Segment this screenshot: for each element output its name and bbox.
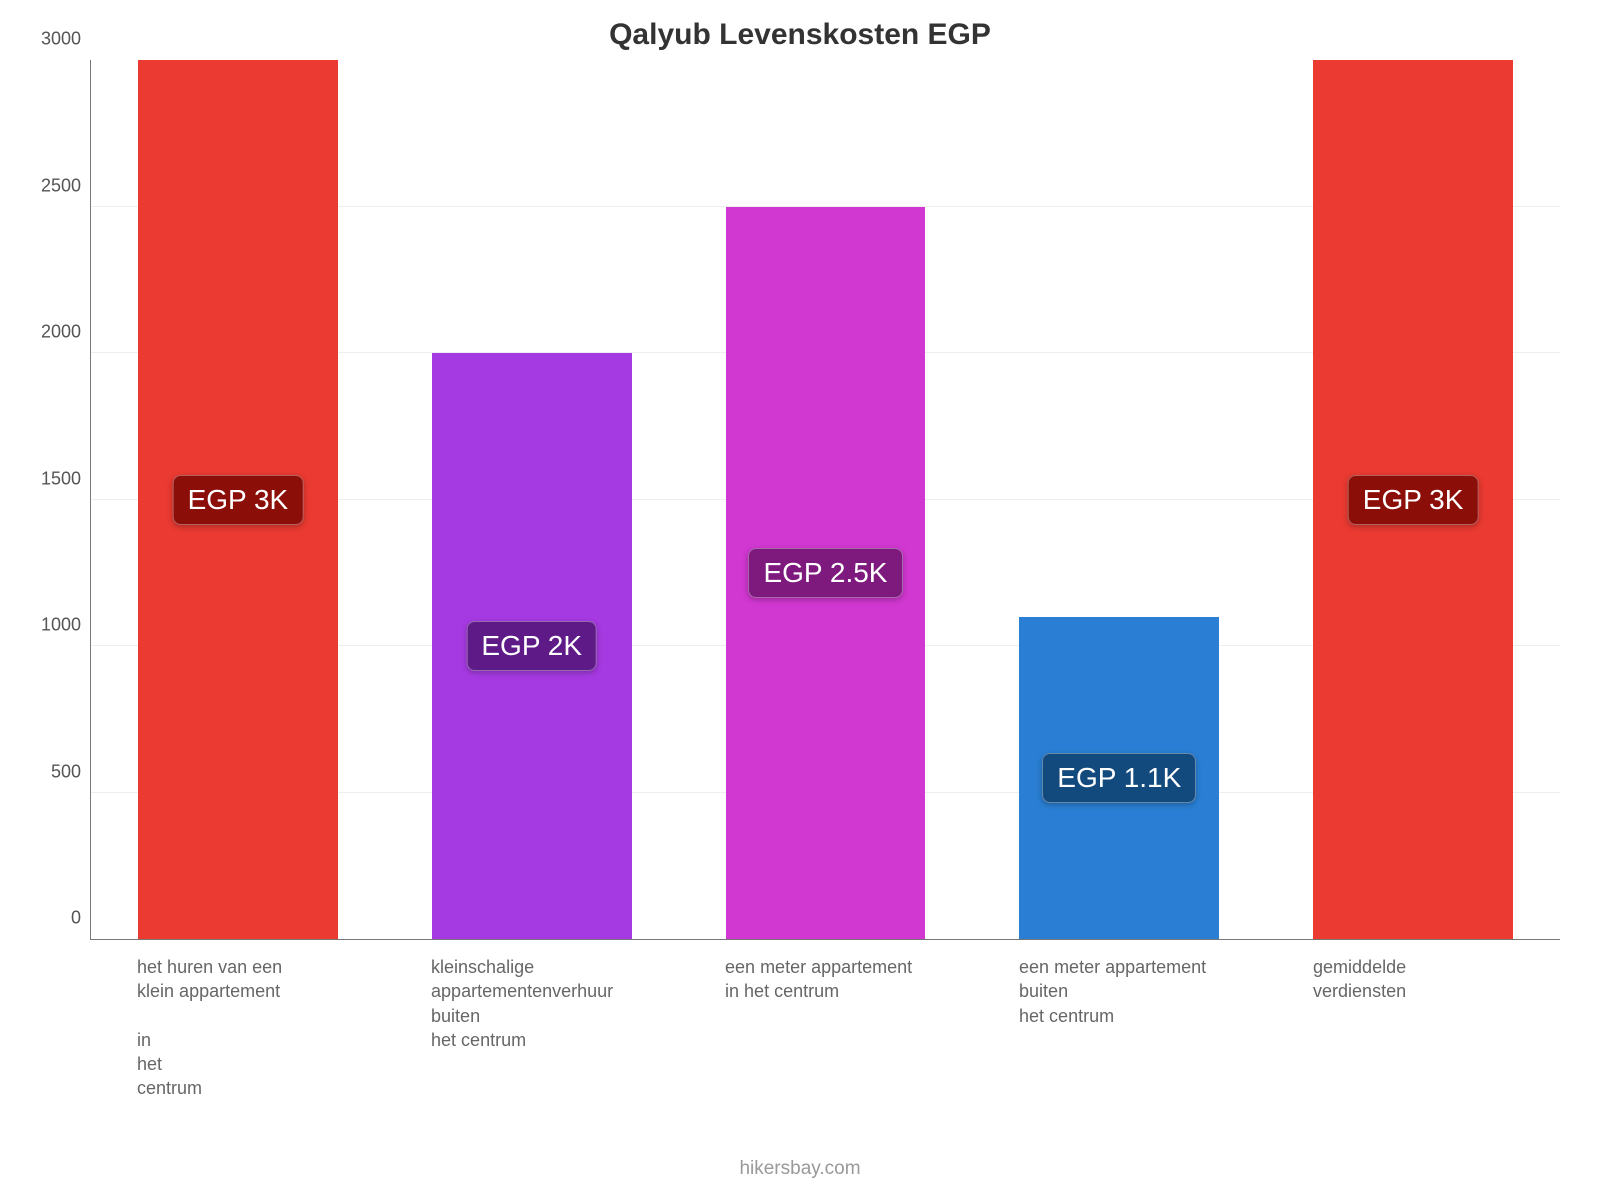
x-tick-label: een meter appartementin het centrum: [725, 955, 1004, 1004]
x-tick-label: een meter appartementbuitenhet centrum: [1019, 955, 1298, 1028]
y-tick-label: 1000: [21, 615, 81, 636]
chart-title: Qalyub Levenskosten EGP: [0, 18, 1600, 52]
bar-value-badge: EGP 2.5K: [748, 548, 902, 598]
chart-container: Qalyub Levenskosten EGP 0 500 1000 1500 2000…: [0, 0, 1600, 1200]
bar: EGP 2.5K: [726, 207, 926, 940]
y-tick-label: 2500: [21, 175, 81, 196]
y-tick-label: 1500: [21, 468, 81, 489]
attribution-text: hikersbay.com: [0, 1158, 1600, 1180]
x-tick-label: kleinschaligeappartementenverhuurbuitenh…: [431, 955, 710, 1052]
y-tick-label: 500: [21, 761, 81, 782]
x-axis-labels: het huren van eenklein appartement inhet…: [90, 955, 1560, 1135]
y-tick-label: 2000: [21, 322, 81, 343]
y-tick-label: 0: [21, 908, 81, 929]
bar-value-badge: EGP 3K: [1348, 475, 1479, 525]
bar: EGP 1.1K: [1019, 617, 1219, 939]
bar: EGP 2K: [432, 353, 632, 939]
y-tick-label: 3000: [21, 29, 81, 50]
bar: EGP 3K: [1313, 60, 1513, 939]
x-tick-label: gemiddeldeverdiensten: [1313, 955, 1592, 1004]
bar-value-badge: EGP 2K: [466, 621, 597, 671]
bar: EGP 3K: [138, 60, 338, 939]
plot-area: 050010001500200025003000EGP 3KEGP 2KEGP …: [90, 60, 1560, 940]
bar-value-badge: EGP 3K: [173, 475, 304, 525]
bar-value-badge: EGP 1.1K: [1042, 753, 1196, 803]
x-tick-label: het huren van eenklein appartement inhet…: [137, 955, 416, 1101]
